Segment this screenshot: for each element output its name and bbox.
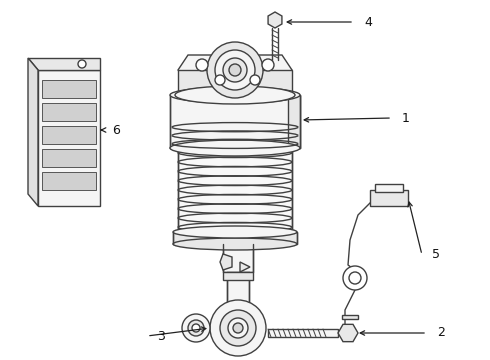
Bar (375, 184, 403, 192)
Polygon shape (28, 58, 100, 70)
Circle shape (349, 272, 361, 284)
Bar (42, 126, 96, 144)
Circle shape (215, 75, 225, 85)
Bar (42, 149, 96, 167)
Circle shape (207, 42, 263, 98)
Circle shape (250, 75, 260, 85)
Text: 6: 6 (112, 123, 120, 136)
Text: 5: 5 (432, 248, 440, 261)
Ellipse shape (173, 238, 297, 250)
Circle shape (182, 314, 210, 342)
Circle shape (262, 59, 274, 71)
Circle shape (215, 50, 255, 90)
Bar (42, 103, 96, 121)
Circle shape (223, 58, 247, 82)
Bar (38, 70, 100, 206)
Bar (227, 272, 249, 310)
Text: 3: 3 (157, 329, 165, 342)
Polygon shape (178, 70, 292, 95)
Ellipse shape (173, 226, 297, 238)
Bar (268, 329, 338, 337)
Bar (370, 190, 408, 206)
Bar (42, 172, 96, 190)
Circle shape (228, 318, 248, 338)
Circle shape (78, 60, 86, 68)
Ellipse shape (175, 86, 295, 104)
Bar (288, 95, 300, 148)
Circle shape (196, 59, 208, 71)
Bar (223, 244, 253, 272)
Text: 1: 1 (402, 112, 410, 125)
Circle shape (229, 64, 241, 76)
Polygon shape (220, 254, 232, 270)
Bar (42, 80, 96, 98)
Circle shape (192, 324, 200, 332)
Circle shape (210, 300, 266, 356)
Polygon shape (240, 262, 250, 272)
Bar (342, 315, 358, 319)
Bar (223, 272, 253, 280)
Text: 4: 4 (364, 15, 372, 28)
Bar (178, 148, 292, 232)
Polygon shape (28, 58, 38, 206)
Bar (170, 95, 300, 148)
Bar (173, 232, 297, 244)
Ellipse shape (170, 87, 300, 103)
Ellipse shape (170, 140, 300, 156)
Text: 2: 2 (437, 327, 445, 339)
Circle shape (233, 323, 243, 333)
Circle shape (343, 266, 367, 290)
Circle shape (188, 320, 204, 336)
Circle shape (220, 310, 256, 346)
Polygon shape (178, 55, 292, 85)
